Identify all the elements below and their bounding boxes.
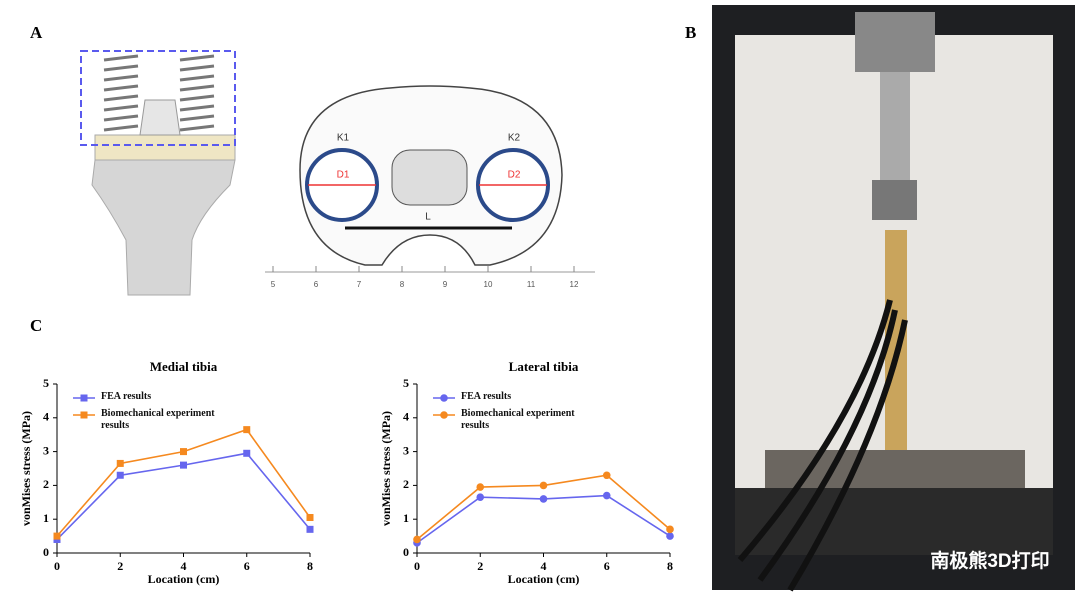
- test-rig-photo: [712, 5, 1075, 592]
- x-tick-label: 0: [54, 559, 60, 573]
- marker: [116, 459, 124, 467]
- marker: [666, 532, 674, 540]
- x-tick-label: 8: [667, 559, 673, 573]
- dimension-label: D2: [508, 170, 521, 181]
- y-tick-label: 0: [403, 545, 409, 559]
- dimension-label: L: [425, 212, 431, 223]
- marker: [306, 525, 314, 533]
- y-tick-label: 5: [403, 376, 409, 390]
- ruler-label: 5: [271, 280, 276, 289]
- legend-text: Biomechanical experiment results: [461, 408, 575, 431]
- panel-label: B: [685, 23, 696, 42]
- y-tick-label: 4: [43, 410, 49, 424]
- marker: [440, 394, 448, 402]
- dimension-label: D1: [337, 170, 350, 181]
- x-axis-label: Location (cm): [508, 572, 580, 586]
- marker: [476, 483, 485, 491]
- ruler-label: 9: [443, 280, 448, 289]
- x-tick-label: 4: [541, 559, 547, 573]
- marker: [180, 448, 187, 456]
- x-axis-label: Location (cm): [148, 572, 220, 586]
- x-tick-label: 0: [414, 559, 420, 573]
- marker: [116, 471, 124, 479]
- y-tick-label: 3: [403, 443, 409, 457]
- panel-label: A: [30, 23, 43, 42]
- ruler-label: 11: [527, 280, 536, 289]
- ruler-label: 6: [314, 280, 319, 289]
- legend-entry: Biomechanical experiment results: [461, 408, 575, 431]
- panel-label: C: [30, 316, 42, 335]
- x-tick-label: 2: [117, 559, 123, 573]
- y-tick-label: 3: [43, 443, 49, 457]
- legend-entry: FEA results: [101, 391, 152, 402]
- y-axis-label: vonMises stress (MPa): [379, 411, 393, 526]
- marker: [666, 525, 674, 534]
- watermark: 南极熊3D打印: [930, 549, 1049, 572]
- ruler-label: 10: [484, 280, 493, 289]
- y-tick-label: 1: [403, 511, 409, 525]
- marker: [80, 411, 88, 419]
- x-tick-label: 6: [604, 559, 610, 573]
- marker: [539, 495, 548, 503]
- legend-entry: Biomechanical experiment results: [101, 408, 215, 431]
- chart-title: Medial tibia: [150, 359, 218, 374]
- marker: [306, 514, 314, 522]
- ruler-label: 12: [570, 280, 579, 289]
- implant-drawing: [80, 50, 236, 296]
- marker: [440, 411, 448, 419]
- y-tick-label: 5: [43, 376, 49, 390]
- marker: [243, 449, 251, 457]
- y-tick-label: 2: [403, 477, 409, 491]
- marker: [539, 481, 548, 490]
- x-tick-label: 4: [181, 559, 187, 573]
- plateau-drawing: [265, 85, 595, 273]
- marker: [243, 426, 251, 434]
- ruler-label: 8: [400, 280, 405, 289]
- y-tick-label: 1: [43, 511, 49, 525]
- y-tick-label: 0: [43, 545, 49, 559]
- marker: [180, 461, 187, 469]
- marker: [476, 493, 485, 502]
- legend-text: Biomechanical experiment results: [101, 408, 215, 431]
- y-axis-label: vonMises stress (MPa): [19, 411, 33, 526]
- legend-text: FEA results: [461, 391, 512, 402]
- ruler-label: 7: [357, 280, 362, 289]
- marker: [602, 491, 611, 500]
- x-tick-label: 2: [477, 559, 483, 573]
- y-tick-label: 2: [43, 477, 49, 491]
- x-tick-label: 8: [307, 559, 313, 573]
- legend-entry: FEA results: [461, 391, 512, 402]
- marker: [80, 394, 88, 402]
- dimension-label: K1: [337, 133, 350, 144]
- marker: [53, 532, 61, 540]
- dimension-label: K2: [508, 133, 521, 144]
- y-tick-label: 4: [403, 410, 409, 424]
- x-tick-label: 6: [244, 559, 250, 573]
- marker: [602, 471, 611, 480]
- marker: [413, 535, 421, 544]
- legend-text: FEA results: [101, 391, 152, 402]
- chart-title: Lateral tibia: [509, 359, 579, 374]
